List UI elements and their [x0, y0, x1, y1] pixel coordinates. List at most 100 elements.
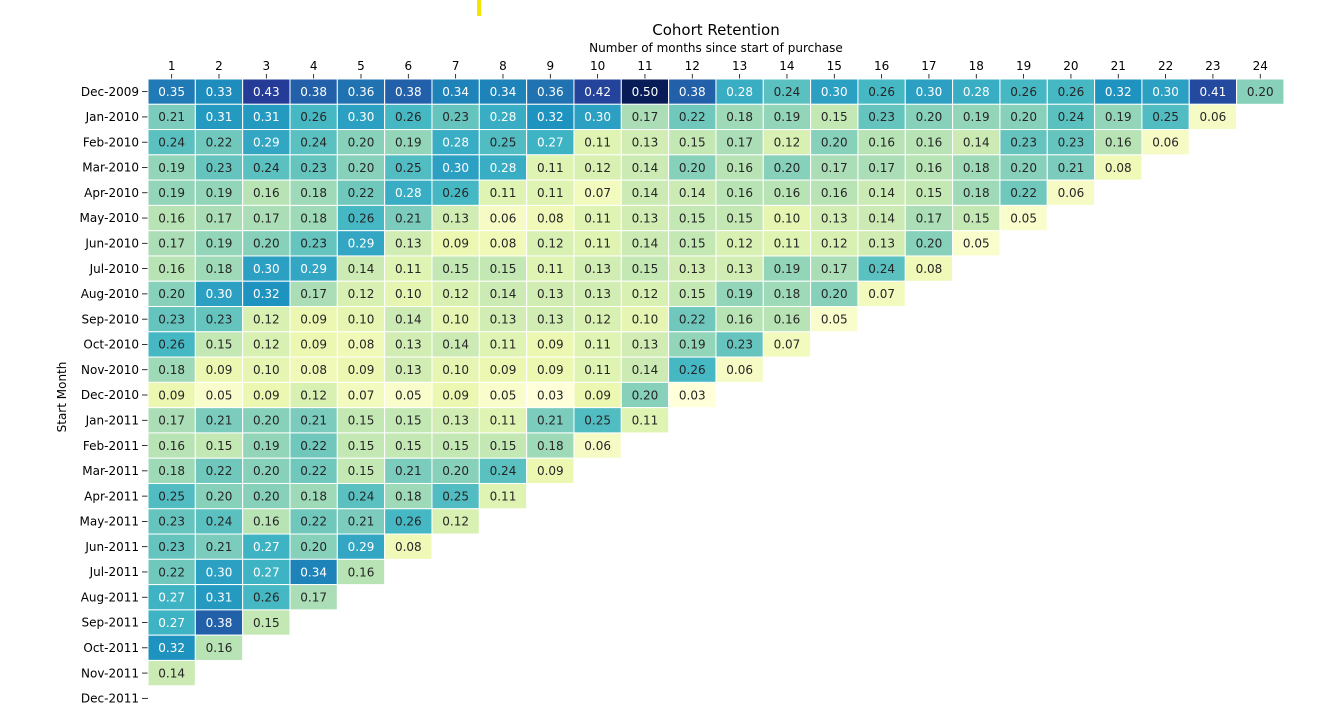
heatmap-cell-label: 0.13 — [537, 287, 564, 301]
heatmap-cell — [478, 407, 528, 434]
heatmap-cell — [147, 457, 196, 484]
heatmap-cell — [194, 103, 244, 131]
heatmap-cell — [904, 204, 954, 232]
heatmap-cell-label: 0.24 — [868, 262, 895, 276]
heatmap-cell-label: 0.26 — [868, 85, 895, 99]
heatmap-cell — [952, 179, 1001, 206]
y-tick-label: Jun-2010 — [84, 237, 139, 251]
heatmap-cell — [242, 508, 291, 535]
heatmap-cell-label: 0.32 — [253, 287, 280, 301]
heatmap-cell-label: 0.12 — [584, 312, 611, 326]
heatmap-cell — [194, 457, 244, 484]
heatmap-cell — [384, 381, 433, 409]
heatmap-cell-label: 0.20 — [253, 464, 280, 478]
heatmap-cell-label: 0.09 — [537, 338, 564, 352]
heatmap-cell — [762, 255, 812, 282]
heatmap-cell-label: 0.20 — [916, 237, 943, 251]
heatmap-cell-label: 0.11 — [584, 136, 611, 150]
heatmap-cell — [715, 179, 764, 206]
heatmap-cell — [289, 280, 338, 308]
heatmap-cell-label: 0.15 — [490, 439, 517, 453]
heatmap-cell-label: 0.15 — [206, 439, 233, 453]
heatmap-cell-label: 0.11 — [490, 414, 517, 428]
chart-title: Cohort Retention — [652, 21, 779, 39]
y-tick-label: Sep-2011 — [82, 616, 140, 630]
heatmap-cell-label: 0.14 — [679, 186, 706, 200]
heatmap-cell-label: 0.17 — [821, 262, 848, 276]
heatmap-cell — [1046, 103, 1096, 131]
heatmap-cell-label: 0.08 — [300, 363, 327, 377]
heatmap-cell-label: 0.08 — [490, 237, 517, 251]
heatmap-cell — [668, 381, 717, 409]
heatmap-cell — [620, 103, 670, 131]
heatmap-cell — [242, 306, 291, 333]
heatmap-cell-label: 0.21 — [395, 464, 422, 478]
heatmap-cell-label: 0.24 — [774, 85, 801, 99]
heatmap-cell-label: 0.09 — [158, 388, 185, 402]
heatmap-cell-label: 0.18 — [774, 287, 801, 301]
heatmap-cell-label: 0.06 — [490, 211, 517, 225]
heatmap-cell — [810, 255, 859, 282]
heatmap-cell-label: 0.31 — [206, 110, 233, 124]
heatmap-cell — [952, 230, 1001, 257]
heatmap-cell-label: 0.15 — [632, 262, 659, 276]
heatmap-cell — [478, 482, 528, 510]
heatmap-cell — [573, 432, 622, 459]
heatmap-cell-label: 0.24 — [158, 136, 185, 150]
heatmap-cell-label: 0.17 — [300, 591, 327, 605]
heatmap-cell-label: 0.30 — [821, 85, 848, 99]
heatmap-cell-label: 0.17 — [916, 211, 943, 225]
heatmap-cell-label: 0.31 — [206, 591, 233, 605]
heatmap-cell — [1094, 103, 1143, 131]
heatmap-cell — [289, 482, 338, 510]
heatmap-cell-label: 0.12 — [726, 237, 753, 251]
heatmap-cell-label: 0.13 — [632, 338, 659, 352]
heatmap-cell-label: 0.30 — [916, 85, 943, 99]
heatmap-cell-label: 0.26 — [1058, 85, 1085, 99]
x-tick-label: 5 — [357, 59, 365, 73]
heatmap-cell-label: 0.19 — [253, 439, 280, 453]
heatmap-cell-label: 0.15 — [442, 439, 469, 453]
heatmap-cell-label: 0.18 — [158, 363, 185, 377]
heatmap-cell — [431, 103, 480, 131]
heatmap-cell-label: 0.09 — [442, 237, 469, 251]
heatmap-cell-label: 0.09 — [584, 388, 611, 402]
heatmap-cell — [668, 255, 717, 282]
heatmap-cell-label: 0.20 — [348, 136, 375, 150]
heatmap-cell-label: 0.19 — [158, 161, 185, 175]
heatmap-cell-label: 0.14 — [868, 211, 895, 225]
heatmap-cell — [194, 508, 244, 535]
heatmap-cell-label: 0.15 — [395, 414, 422, 428]
heatmap-cell-label: 0.11 — [632, 414, 659, 428]
heatmap-cell-label: 0.19 — [679, 338, 706, 352]
heatmap-cell-label: 0.28 — [490, 161, 517, 175]
heatmap-cell — [194, 482, 244, 510]
y-tick-label: Jan-2011 — [85, 413, 139, 427]
heatmap-cell-label: 0.15 — [679, 211, 706, 225]
heatmap-cell-label: 0.21 — [206, 414, 233, 428]
heatmap-cell-label: 0.19 — [158, 186, 185, 200]
heatmap-cell-label: 0.17 — [300, 287, 327, 301]
x-tick-label: 1 — [168, 59, 176, 73]
heatmap-cell — [478, 103, 528, 131]
heatmap-cell — [762, 331, 812, 358]
heatmap-cell-label: 0.11 — [490, 338, 517, 352]
x-tick-label: 18 — [969, 59, 984, 73]
heatmap-cell-label: 0.16 — [726, 312, 753, 326]
heatmap-cell-label: 0.20 — [158, 287, 185, 301]
heatmap-cell — [1094, 154, 1143, 181]
heatmap-cell — [147, 306, 196, 333]
heatmap-cell — [952, 103, 1001, 131]
heatmap-cell-label: 0.06 — [584, 439, 611, 453]
heatmap-cell-label: 0.15 — [490, 262, 517, 276]
heatmap-cell-label: 0.23 — [1010, 136, 1037, 150]
heatmap-cell-label: 0.20 — [1010, 161, 1037, 175]
heatmap-cell-label: 0.11 — [490, 186, 517, 200]
heatmap-cell — [715, 204, 764, 232]
heatmap-cell-label: 0.35 — [158, 85, 185, 99]
heatmap-cell-label: 0.23 — [206, 161, 233, 175]
heatmap-cell-label: 0.26 — [679, 363, 706, 377]
heatmap-cell-label: 0.13 — [490, 312, 517, 326]
y-tick-label: Feb-2010 — [83, 135, 139, 149]
heatmap-cell-label: 0.16 — [774, 186, 801, 200]
